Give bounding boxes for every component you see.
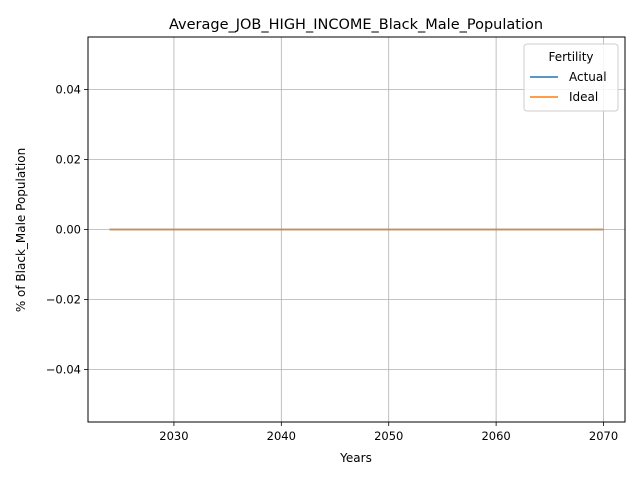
legend-box (523, 43, 619, 112)
y-tick-label: 0.04 (55, 83, 81, 97)
x-tick-label: 2050 (374, 429, 403, 443)
legend-title: Fertility (548, 50, 593, 64)
x-axis-label: Years (339, 451, 372, 465)
y-axis: −0.04 −0.02 0.00 0.02 0.04 (46, 83, 88, 377)
x-tick-label: 2060 (481, 429, 510, 443)
chart-title: Average_JOB_HIGH_INCOME_Black_Male_Popul… (169, 17, 543, 33)
y-tick-label: 0.00 (55, 223, 81, 237)
y-tick-label: 0.02 (55, 153, 81, 167)
legend-label-ideal: Ideal (569, 90, 598, 104)
y-axis-label: % of Black_Male Population (14, 148, 28, 312)
legend-label-actual: Actual (569, 70, 607, 84)
x-tick-label: 2030 (159, 429, 188, 443)
x-tick-label: 2040 (267, 429, 296, 443)
legend-entries: Actual Ideal (530, 70, 607, 104)
legend: Fertility Actual Ideal (523, 43, 619, 112)
y-tick-label: −0.02 (46, 293, 81, 307)
x-tick-label: 2070 (589, 429, 618, 443)
x-axis: 2030 2040 2050 2060 2070 (159, 422, 618, 443)
y-tick-label: −0.04 (46, 363, 81, 377)
